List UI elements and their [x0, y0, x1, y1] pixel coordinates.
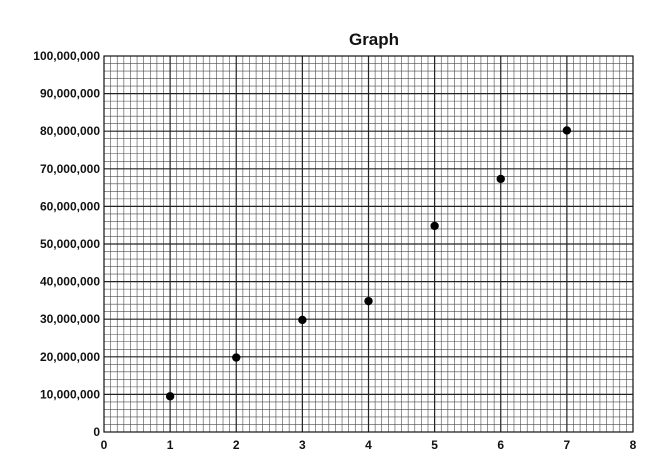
chart-title: Graph [349, 30, 399, 49]
y-tick-label: 60,000,000 [40, 199, 100, 213]
data-point [364, 296, 373, 306]
y-tick-label: 10,000,000 [40, 387, 100, 401]
y-tick-label: 80,000,000 [40, 124, 100, 138]
y-tick-label: 30,000,000 [40, 312, 100, 326]
y-tick-label: 0 [93, 425, 100, 439]
y-tick-label: 50,000,000 [40, 237, 100, 251]
x-tick-label: 8 [630, 438, 637, 452]
x-tick-label: 7 [564, 438, 571, 452]
data-point [562, 126, 572, 135]
x-tick-label: 6 [497, 438, 504, 452]
x-axis-tick-labels: 0 1 2 3 4 5 6 7 8 [101, 438, 637, 452]
x-tick-label: 5 [431, 438, 438, 452]
data-point [232, 353, 241, 362]
x-tick-label: 2 [233, 438, 240, 452]
data-points [165, 126, 572, 401]
grid-major-lines [104, 56, 633, 432]
x-tick-label: 4 [365, 438, 372, 452]
data-point [430, 221, 439, 231]
y-axis-tick-labels: 0 10,000,000 20,000,000 30,000,000 40,000,00… [33, 49, 100, 439]
x-tick-label: 1 [167, 438, 174, 452]
y-tick-label: 40,000,000 [40, 275, 100, 289]
data-point [165, 392, 175, 401]
data-point [298, 315, 307, 325]
data-point [496, 174, 505, 184]
x-tick-label: 0 [101, 438, 108, 452]
y-tick-label: 100,000,000 [33, 49, 100, 63]
y-tick-label: 70,000,000 [40, 162, 100, 176]
x-tick-label: 3 [299, 438, 306, 452]
y-tick-label: 20,000,000 [40, 350, 100, 364]
plot-area-border [103, 55, 634, 433]
y-tick-label: 90,000,000 [40, 87, 100, 101]
